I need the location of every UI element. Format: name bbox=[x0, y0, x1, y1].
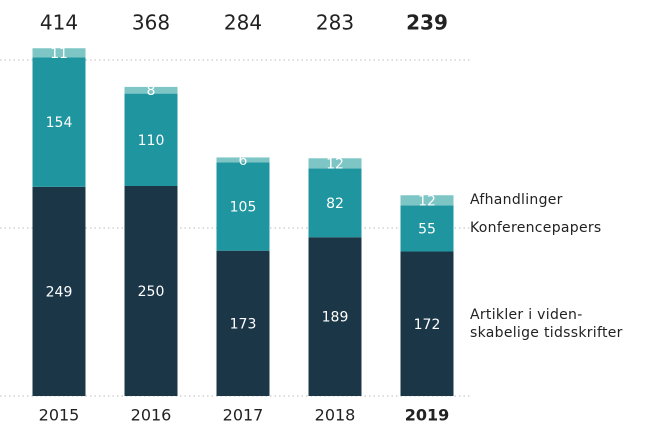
total-label: 414 bbox=[40, 11, 78, 35]
bar-segment bbox=[32, 57, 86, 187]
x-tick-label: 2019 bbox=[405, 406, 450, 423]
data-label: 82 bbox=[326, 196, 344, 212]
x-tick-label: 2015 bbox=[39, 406, 80, 423]
bar-segment bbox=[124, 186, 178, 396]
data-label: 249 bbox=[46, 284, 73, 300]
x-tick-label: 2018 bbox=[315, 406, 356, 423]
data-label: 11 bbox=[50, 46, 68, 62]
bar-segment bbox=[124, 86, 178, 94]
x-tick-label: 2017 bbox=[223, 406, 264, 423]
data-label: 250 bbox=[138, 284, 165, 300]
x-tick-label: 2016 bbox=[131, 406, 172, 423]
total-label: 368 bbox=[132, 11, 170, 35]
total-label: 283 bbox=[316, 11, 354, 35]
bar-segment bbox=[216, 162, 270, 251]
bar-segment bbox=[216, 157, 270, 163]
data-label: 105 bbox=[230, 200, 257, 216]
legend-label: Afhandlinger bbox=[470, 192, 563, 209]
data-label: 189 bbox=[322, 310, 349, 326]
data-label: 8 bbox=[147, 83, 156, 99]
bar-segment bbox=[308, 158, 362, 169]
bar-segment bbox=[124, 93, 178, 186]
data-label: 172 bbox=[414, 317, 441, 333]
bar-segment bbox=[400, 205, 454, 252]
data-label: 173 bbox=[230, 316, 257, 332]
total-label: 284 bbox=[224, 11, 262, 35]
legend-label: Konferencepapers bbox=[470, 220, 602, 237]
data-label: 12 bbox=[326, 156, 344, 172]
bar-segment bbox=[308, 168, 362, 238]
bar-segment bbox=[400, 195, 454, 206]
bar-segment bbox=[308, 237, 362, 396]
data-label: 6 bbox=[239, 153, 248, 169]
bar-segment bbox=[400, 251, 454, 396]
data-label: 110 bbox=[138, 133, 165, 149]
bar-segment bbox=[32, 48, 86, 58]
data-label: 154 bbox=[46, 115, 73, 131]
data-label: 12 bbox=[418, 193, 436, 209]
legend-label: Artikler i viden-skabelige tidsskrifter bbox=[470, 306, 623, 341]
data-label: 55 bbox=[418, 221, 436, 237]
bar-segment bbox=[32, 186, 86, 396]
total-label: 239 bbox=[406, 11, 448, 35]
bar-segment bbox=[216, 250, 270, 396]
